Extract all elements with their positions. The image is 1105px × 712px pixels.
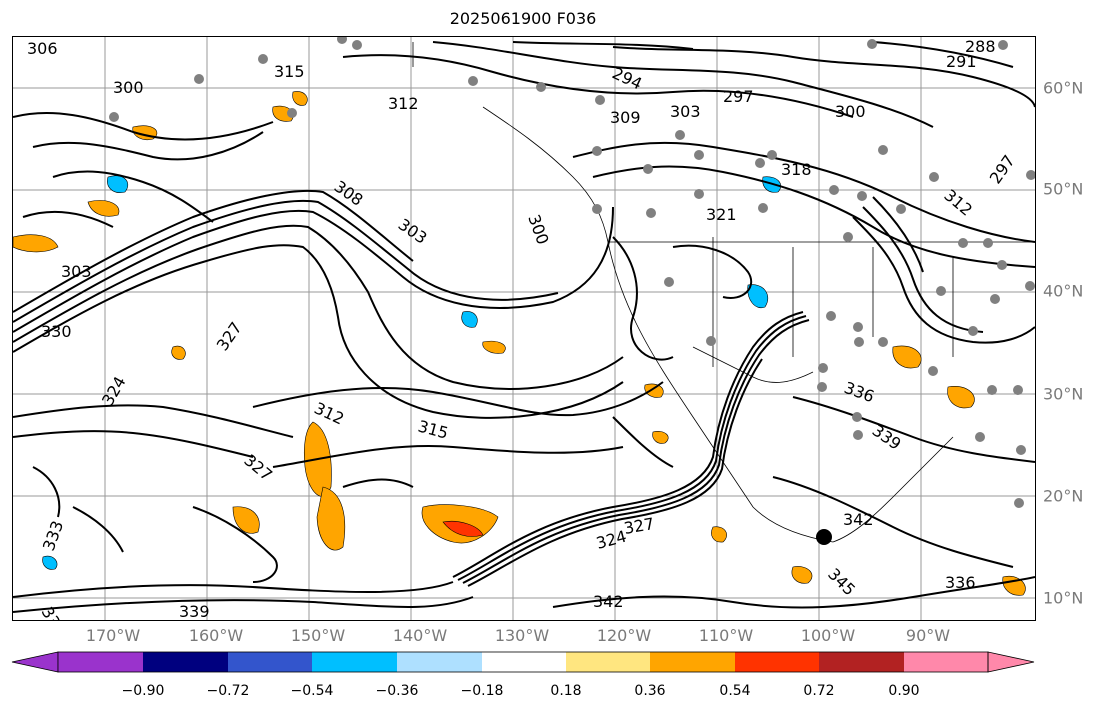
lat-tick-label: 40°N	[1043, 281, 1084, 301]
colorbar-segment	[482, 652, 566, 672]
contour-label: 330	[41, 322, 72, 341]
contour-label: 300	[524, 212, 552, 247]
colorbar-tick-label: 0.72	[803, 683, 835, 699]
colorbar-segment	[228, 652, 312, 672]
contour-label: 330	[38, 604, 70, 621]
colorbar-segment	[904, 652, 988, 672]
colorbar-tick-label: −0.54	[290, 683, 334, 699]
contour-label: 327	[213, 318, 246, 354]
contour-label: 297	[723, 87, 754, 106]
contour-label: 342	[593, 592, 624, 611]
contour-label: 312	[388, 94, 419, 113]
colorbar-extend-high	[987, 651, 1035, 673]
contour-label: 306	[27, 39, 58, 58]
lat-tick-label: 10°N	[1043, 588, 1084, 608]
contour-label: 336	[945, 573, 976, 592]
graticule	[13, 37, 1035, 620]
lon-tick-label: 150°W	[290, 626, 346, 645]
contour-label: 315	[274, 62, 305, 81]
contour-label: 333	[39, 518, 67, 553]
lon-tick-label: 130°W	[494, 626, 550, 645]
contour-label: 339	[869, 421, 905, 454]
lon-tick-label: 90°W	[905, 626, 951, 645]
contour-label: 327	[622, 514, 655, 538]
contour-label: 291	[946, 52, 977, 71]
contour-label: 324	[98, 373, 130, 409]
contour-label: 300	[113, 78, 144, 97]
contour-map: 306 288 291 300 294 297 312 303 309 318 …	[13, 37, 1035, 620]
contour-label: 303	[395, 215, 431, 248]
lat-tick-label: 20°N	[1043, 486, 1084, 506]
colorbar-tick-label: −0.18	[460, 683, 504, 699]
contour-label: 303	[670, 102, 701, 121]
lon-tick-label: 120°W	[596, 626, 652, 645]
colorbar	[11, 651, 1035, 673]
contour-label: 336	[842, 378, 877, 406]
colorbar-tick-label: 0.18	[550, 683, 582, 699]
contour-label: 339	[179, 602, 210, 620]
colorbar-segment	[312, 652, 397, 672]
colorbar-tick-label: 0.54	[719, 683, 751, 699]
contour-label: 303	[61, 262, 92, 281]
contour-label-layer: 306 288 291 300 294 297 312 303 309 318 …	[27, 37, 1019, 620]
colorbar-segment	[566, 652, 650, 672]
contour-label: 300	[835, 102, 866, 121]
contour-label: 297	[986, 151, 1019, 187]
station-markers	[109, 37, 1035, 508]
contour-label: 308	[331, 177, 367, 210]
contour-label: 315	[416, 417, 450, 443]
colorbar-segment	[819, 652, 904, 672]
lat-tick-label: 60°N	[1043, 78, 1084, 98]
map-panel: 306 288 291 300 294 297 312 303 309 318 …	[12, 36, 1036, 621]
lon-tick-label: 160°W	[188, 626, 244, 645]
contour-label: 345	[824, 564, 859, 599]
lon-tick-label: 110°W	[698, 626, 754, 645]
large-marker	[816, 529, 832, 545]
lat-tick-label: 30°N	[1043, 384, 1084, 404]
coastlines	[412, 42, 1035, 543]
colorbar-tick-label: −0.36	[375, 683, 419, 699]
contour-label: 309	[610, 108, 641, 127]
colorbar-segment	[58, 652, 143, 672]
contour-label: 318	[781, 160, 812, 179]
colorbar-segment	[735, 652, 819, 672]
shaded-regions	[13, 91, 1026, 596]
lat-tick-label: 50°N	[1043, 179, 1084, 199]
plot-title: 2025061900 F036	[449, 9, 597, 28]
colorbar-outline	[57, 651, 989, 673]
contour-lines	[13, 41, 1035, 613]
colorbar-segment	[650, 652, 735, 672]
colorbar-tick-label: 0.90	[888, 683, 920, 699]
colorbar-tick-label: −0.72	[206, 683, 250, 699]
colorbar-tick-label: −0.90	[121, 683, 165, 699]
colorbar-extend-low	[11, 651, 59, 673]
lon-tick-label: 140°W	[392, 626, 448, 645]
colorbar-segment	[143, 652, 228, 672]
colorbar-segment	[397, 652, 482, 672]
contour-label: 312	[940, 186, 976, 220]
contour-label: 288	[965, 37, 996, 56]
contour-label: 342	[843, 510, 874, 529]
lon-tick-label: 170°W	[85, 626, 141, 645]
lon-tick-label: 100°W	[800, 626, 856, 645]
colorbar-tick-label: 0.36	[634, 683, 666, 699]
contour-label: 321	[706, 205, 737, 224]
contour-label: 324	[594, 527, 628, 553]
